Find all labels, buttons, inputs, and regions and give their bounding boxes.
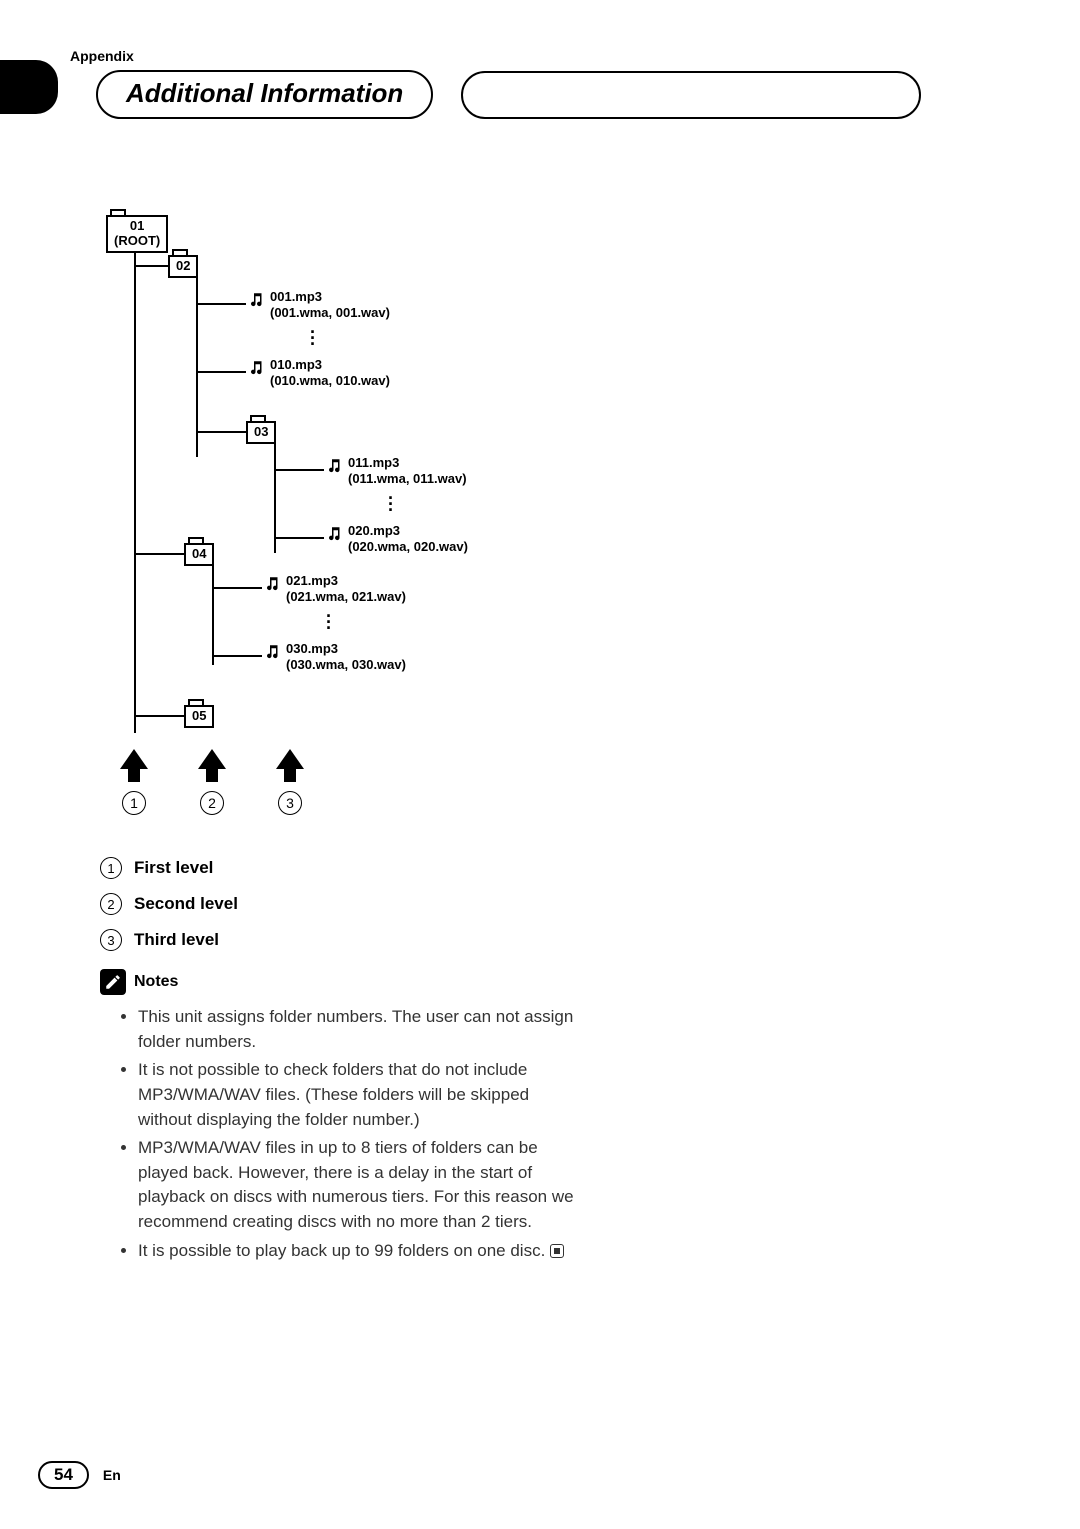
folder-01-root: 01 (ROOT) [106,209,168,253]
level-marker-3: 3 [278,791,302,815]
file-010-label: 010.mp3 (010.wma, 010.wav) [270,357,390,388]
folder-01-label: 01 (ROOT) [106,215,168,253]
tree-line [274,469,324,471]
folder-05-label: 05 [184,705,214,728]
tree-line [212,565,214,665]
pencil-icon [100,969,126,995]
legend-row-2: 2 Second level [100,893,1020,915]
file-010: 010.mp3 (010.wma, 010.wav) [248,357,390,388]
file-011-label: 011.mp3 (011.wma, 011.wav) [348,455,467,486]
tree-line [212,655,262,657]
side-tab [0,60,58,114]
tree-line [134,253,136,733]
language-code: En [103,1467,121,1483]
tree-line [134,553,184,555]
tree-line [274,537,324,539]
tree-line [196,303,246,305]
notes-heading: Notes [134,973,178,991]
end-mark-icon [550,1244,564,1258]
tree-line [196,431,246,433]
file-001: 001.mp3 (001.wma, 001.wav) [248,289,390,320]
appendix-label: Appendix [70,48,1020,64]
tree-line [212,587,262,589]
file-001-label: 001.mp3 (001.wma, 001.wav) [270,289,390,320]
legend-num-3: 3 [100,929,122,951]
manual-page: Appendix Additional Information 01 (ROOT… [0,0,1080,1529]
vertical-dots: ··· [326,613,332,631]
tree-line [134,265,168,267]
folder-04-label: 04 [184,543,214,566]
legend-row-1: 1 First level [100,857,1020,879]
folder-05: 05 [184,699,214,728]
legend-num-2: 2 [100,893,122,915]
vertical-dots: ··· [388,495,394,513]
up-arrow-1 [120,749,148,769]
tree-line [134,715,184,717]
note-item-3: MP3/WMA/WAV files in up to 8 tiers of fo… [138,1136,580,1235]
file-020-label: 020.mp3 (020.wma, 020.wav) [348,523,468,554]
file-011: 011.mp3 (011.wma, 011.wav) [326,455,467,486]
up-arrow-3 [276,749,304,769]
tree-line [196,371,246,373]
level-marker-1: 1 [122,791,146,815]
music-note-icon [326,457,344,479]
music-note-icon [264,643,282,665]
notes-heading-row: Notes [100,969,1020,995]
file-021-label: 021.mp3 (021.wma, 021.wav) [286,573,406,604]
legend-label-2: Second level [134,894,238,914]
music-note-icon [264,575,282,597]
empty-capsule [461,71,921,119]
note-item-2: It is not possible to check folders that… [138,1058,580,1132]
page-number: 54 [38,1461,89,1489]
section-title-capsule: Additional Information [96,70,433,119]
music-note-icon [248,359,266,381]
legend-row-3: 3 Third level [100,929,1020,951]
folder-tree-diagram: 01 (ROOT) 02 001.mp3 (001.wma, 001.wav) … [100,209,600,829]
folder-02-label: 02 [168,255,198,278]
file-020: 020.mp3 (020.wma, 020.wav) [326,523,468,554]
notes-list: This unit assigns folder numbers. The us… [120,1005,580,1263]
note-item-4-text: It is possible to play back up to 99 fol… [138,1241,545,1260]
music-note-icon [326,525,344,547]
folder-03: 03 [246,415,276,444]
legend-label-3: Third level [134,930,219,950]
level-legend: 1 First level 2 Second level 3 Third lev… [100,857,1020,951]
note-item-4: It is possible to play back up to 99 fol… [138,1239,580,1264]
level-marker-2: 2 [200,791,224,815]
note-item-1: This unit assigns folder numbers. The us… [138,1005,580,1054]
legend-num-1: 1 [100,857,122,879]
section-title: Additional Information [126,78,403,108]
up-arrow-2 [198,749,226,769]
file-021: 021.mp3 (021.wma, 021.wav) [264,573,406,604]
legend-label-1: First level [134,858,213,878]
folder-04: 04 [184,537,214,566]
header-row: Additional Information [96,70,1020,119]
page-footer: 54 En [38,1461,121,1489]
folder-03-label: 03 [246,421,276,444]
vertical-dots: ··· [310,329,316,347]
folder-02: 02 [168,249,198,278]
file-030: 030.mp3 (030.wma, 030.wav) [264,641,406,672]
file-030-label: 030.mp3 (030.wma, 030.wav) [286,641,406,672]
music-note-icon [248,291,266,313]
